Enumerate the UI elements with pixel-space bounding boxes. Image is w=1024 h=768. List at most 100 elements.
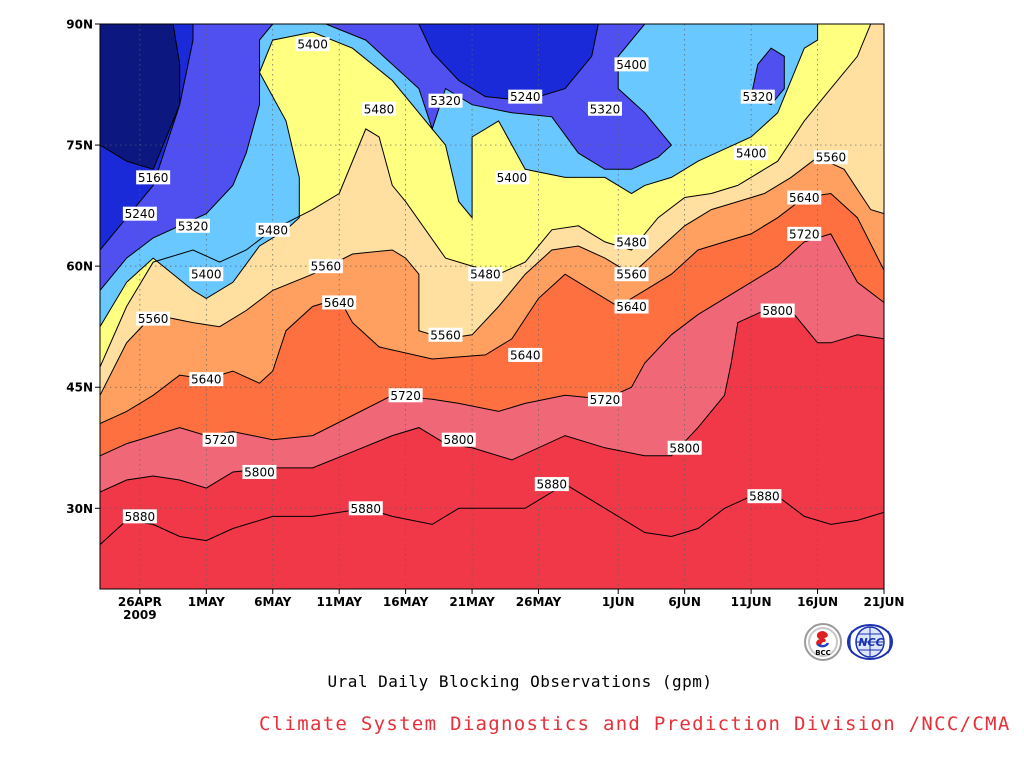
contour-label-bg (508, 347, 543, 362)
contour-label-5880: 5880 (534, 477, 569, 492)
ncc-logo: NCC (846, 623, 894, 661)
contour-label-text: 5800 (244, 465, 275, 479)
contour-label-5640: 5640 (614, 299, 649, 314)
x-tick-label: 6JUN (668, 595, 701, 609)
contour-label-bg (176, 218, 211, 233)
contour-label-5560: 5560 (428, 327, 463, 342)
contour-label-text: 5640 (789, 191, 820, 205)
contour-label-5560: 5560 (308, 259, 343, 274)
contour-label-bg (614, 299, 649, 314)
x-tick-label: 21JUN (864, 595, 905, 609)
contour-label-bg (428, 93, 463, 108)
contour-label-bg (348, 501, 383, 516)
contour-label-5400: 5400 (494, 170, 529, 185)
contour-label-text: 5720 (789, 227, 820, 241)
contour-label-bg (494, 170, 529, 185)
contour-label-bg (322, 295, 357, 310)
contour-label-bg (614, 57, 649, 72)
contour-label-text: 5320 (178, 219, 209, 233)
x-tick-label: 11MAY (316, 595, 362, 609)
contour-label-bg (740, 89, 775, 104)
contour-label-bg (428, 327, 463, 342)
contour-label-bg (614, 234, 649, 249)
contour-label-text: 5880 (537, 478, 568, 492)
ncc-logo-text: NCC (858, 636, 883, 649)
contour-label-bg (308, 259, 343, 274)
contour-label-bg (136, 311, 171, 326)
contour-label-text: 5480 (470, 268, 501, 282)
contour-label-5240: 5240 (508, 89, 543, 104)
contour-label-5480: 5480 (362, 101, 397, 116)
contour-label-5480: 5480 (468, 267, 503, 282)
contour-label-bg (587, 392, 622, 407)
contour-label-5320: 5320 (740, 89, 775, 104)
contour-label-bg (362, 101, 397, 116)
contour-label-5640: 5640 (322, 295, 357, 310)
contour-label-text: 5640 (616, 300, 647, 314)
contour-fill-layer (100, 24, 884, 589)
contour-line-5640 (100, 192, 884, 424)
y-tick-label: 90N (66, 18, 93, 32)
contour-line-5320 (325, 24, 673, 170)
x-tick-year-label: 2009 (123, 608, 156, 622)
contour-label-text: 5320 (742, 90, 773, 104)
x-tick-label: 1JUN (602, 595, 635, 609)
contour-label-5640: 5640 (787, 190, 822, 205)
bcc-logo-text: BCC (815, 649, 831, 657)
contour-label-5400: 5400 (295, 37, 330, 52)
contour-label-5240: 5240 (122, 206, 157, 221)
contour-line-5320 (100, 24, 274, 291)
contour-label-text: 5880 (749, 490, 780, 504)
contour-label-text: 5560 (311, 260, 342, 274)
contour-label-text: 5800 (444, 433, 475, 447)
contour-label-bg (534, 477, 569, 492)
x-tick-label: 6MAY (254, 595, 291, 609)
y-tick-label: 45N (66, 381, 93, 395)
contour-label-text: 5320 (590, 102, 621, 116)
contour-label-5800: 5800 (667, 440, 702, 455)
contour-label-text: 5480 (257, 223, 288, 237)
contour-label-text: 5240 (510, 90, 541, 104)
contour-label-text: 5400 (497, 171, 528, 185)
contour-label-bg (734, 146, 769, 161)
contour-label-text: 5720 (590, 393, 621, 407)
contour-label-text: 5400 (191, 268, 222, 282)
contour-label-text: 5400 (616, 58, 647, 72)
contour-label-5560: 5560 (136, 311, 171, 326)
contour-label-5640: 5640 (508, 347, 543, 362)
contour-label-bg (587, 101, 622, 116)
contour-label-5880: 5880 (747, 489, 782, 504)
contour-label-bg (189, 267, 224, 282)
contour-label-5320: 5320 (428, 93, 463, 108)
bcc-logo: BCC (803, 622, 843, 662)
contour-label-text: 5480 (364, 102, 395, 116)
band-below-5160-5 (100, 24, 180, 170)
x-tick-label: 26MAY (516, 595, 562, 609)
contour-label-text: 5560 (430, 328, 461, 342)
contour-label-5480: 5480 (614, 234, 649, 249)
x-tick-label: 26APR (118, 595, 162, 609)
contour-line-5400 (100, 24, 819, 327)
contour-label-bg (787, 190, 822, 205)
contour-label-bg (255, 222, 290, 237)
contour-label-text: 5880 (125, 510, 156, 524)
contour-label-5800: 5800 (242, 464, 277, 479)
contour-label-5400: 5400 (614, 57, 649, 72)
contour-label-bg (667, 440, 702, 455)
contour-label-5880: 5880 (122, 509, 157, 524)
contour-label-5720: 5720 (587, 392, 622, 407)
contour-label-5400: 5400 (734, 146, 769, 161)
contour-label-text: 5800 (762, 304, 793, 318)
contour-label-text: 5640 (324, 296, 355, 310)
contour-label-5560: 5560 (614, 267, 649, 282)
chart-title: Ural Daily Blocking Observations (gpm) (327, 672, 713, 691)
contour-label-text: 5160 (138, 171, 169, 185)
y-tick-label: 30N (66, 502, 93, 516)
contour-label-bg (189, 372, 224, 387)
contour-label-bg (747, 489, 782, 504)
contour-label-5800: 5800 (760, 303, 795, 318)
contour-label-5720: 5720 (388, 388, 423, 403)
contour-label-text: 5560 (616, 268, 647, 282)
contour-label-5160: 5160 (136, 170, 171, 185)
